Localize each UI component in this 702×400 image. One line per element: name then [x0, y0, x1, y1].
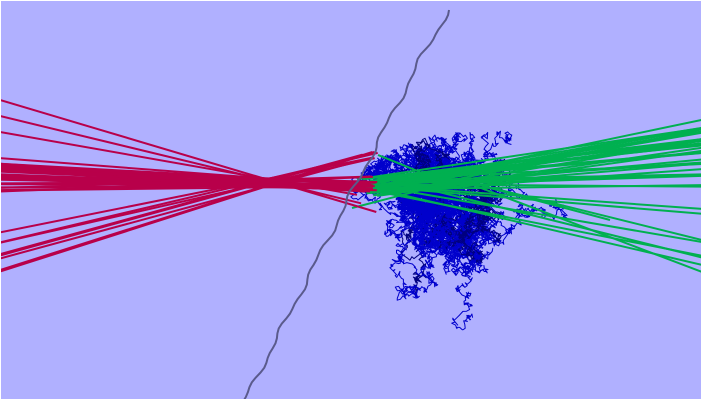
transmitted-ray — [377, 139, 702, 180]
random-walk-path — [389, 236, 443, 301]
incident-ray — [0, 158, 365, 260]
incident-rays — [0, 99, 378, 273]
transmitted-ray — [358, 126, 702, 187]
transmitted-ray — [362, 187, 702, 257]
incident-ray — [0, 151, 375, 257]
transmitted-ray — [373, 173, 702, 182]
transmitted-ray — [380, 174, 702, 185]
random-walk-path — [411, 217, 441, 266]
random-walk-path — [411, 137, 451, 181]
transmitted-ray — [376, 184, 702, 210]
transmitted-ray — [459, 179, 702, 273]
transmitted-ray — [377, 154, 421, 173]
transmitted-ray — [369, 151, 702, 182]
transmitted-rays — [351, 118, 702, 273]
incident-ray — [0, 166, 366, 193]
incident-ray — [0, 175, 372, 189]
interface-boundary-line — [242, 9, 450, 400]
incident-ray — [0, 169, 362, 185]
transmitted-ray — [459, 179, 611, 221]
incident-ray — [0, 164, 371, 185]
incident-ray — [0, 157, 375, 244]
transmitted-ray — [351, 179, 461, 209]
incident-ray — [0, 99, 377, 213]
random-walk-cloud — [343, 130, 568, 331]
